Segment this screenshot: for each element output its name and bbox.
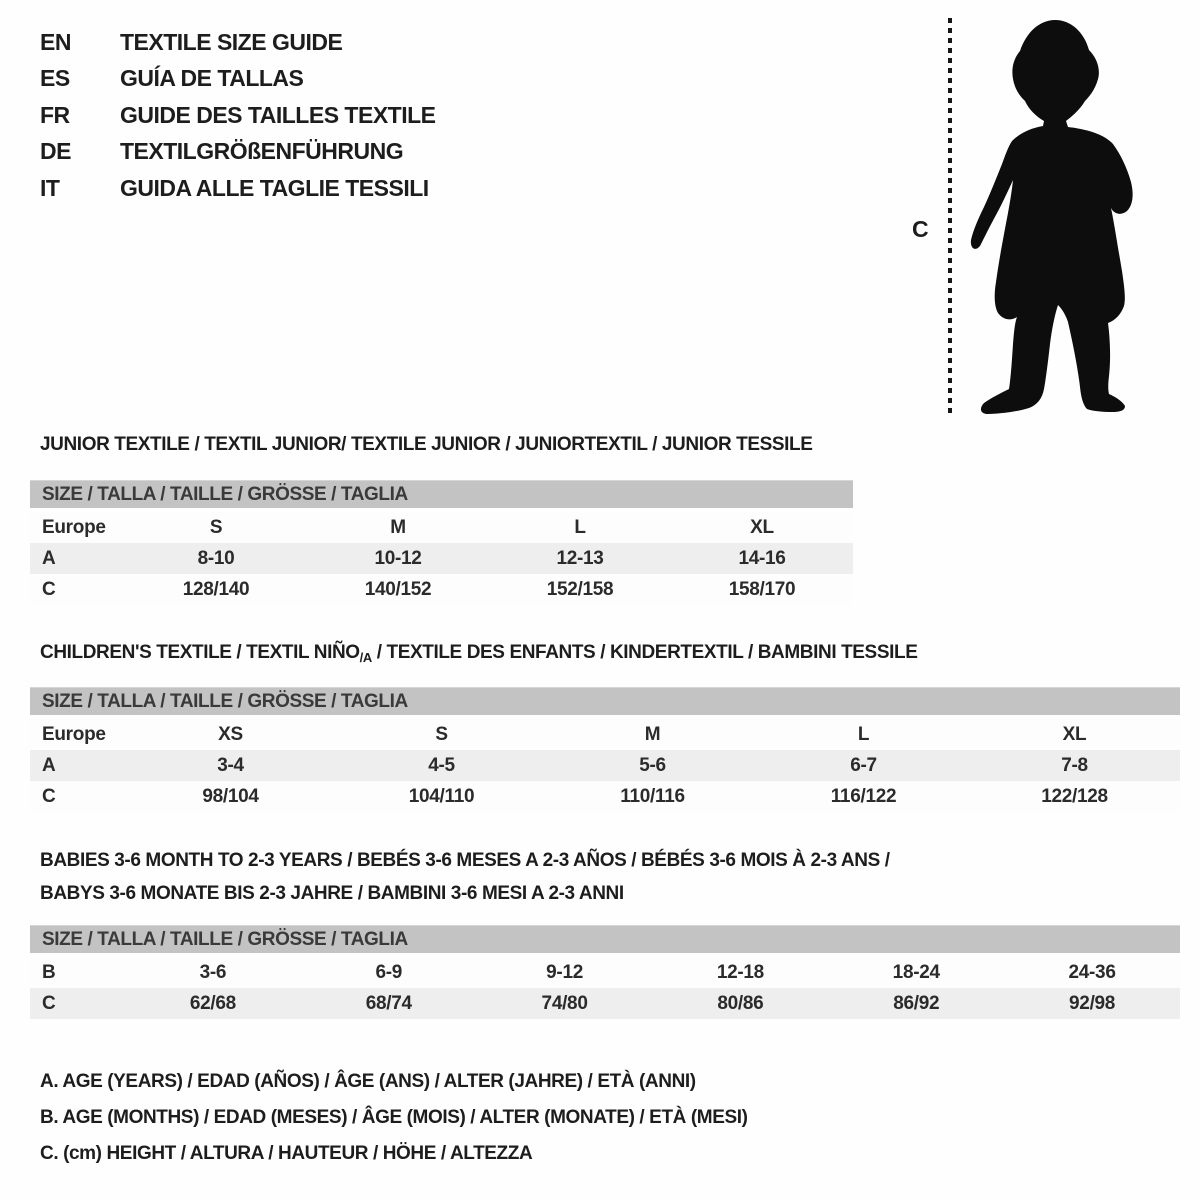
language-title: GUIDA ALLE TAGLIE TESSILI <box>120 174 429 201</box>
height-value: 128/140 <box>182 578 250 600</box>
language-code: FR <box>40 101 70 128</box>
height-value: 104/110 <box>408 785 475 807</box>
language-code: EN <box>40 28 71 55</box>
height-value: 140/152 <box>364 578 432 600</box>
children-heading-text: / TEXTILE DES ENFANTS / KINDERTEXTIL / B… <box>371 642 918 663</box>
size-column-header: XS <box>218 723 243 745</box>
babies-size-table: SIZE / TALLA / TAILLE / GRÖSSE / TAGLIA … <box>30 925 1180 1019</box>
height-value: 158/170 <box>728 578 796 600</box>
months-value: 6-9 <box>375 961 403 983</box>
language-row-es: ES GUÍA DE TALLAS <box>40 61 436 98</box>
language-code: DE <box>40 138 71 165</box>
height-value: 152/158 <box>546 578 614 600</box>
children-section-heading: CHILDREN'S TEXTILE / TEXTIL NIÑO/A / TEX… <box>40 642 918 665</box>
language-row-de: DE TEXTILGRÖßENFÜHRUNG <box>40 134 436 171</box>
language-row-fr: FR GUIDE DES TAILLES TEXTILE <box>40 97 436 134</box>
children-heading-subscript: /A <box>359 650 373 665</box>
children-header-row: Europe XS S M L XL <box>30 719 1180 750</box>
language-code: ES <box>40 65 70 92</box>
legend-line-b: B. AGE (MONTHS) / EDAD (MESES) / ÂGE (MO… <box>40 1107 748 1128</box>
junior-section-heading: JUNIOR TEXTILE / TEXTIL JUNIOR/ TEXTILE … <box>40 434 813 455</box>
babies-size-bar: SIZE / TALLA / TAILLE / GRÖSSE / TAGLIA <box>30 925 1180 953</box>
legend: A. AGE (YEARS) / EDAD (AÑOS) / ÂGE (ANS)… <box>40 1064 748 1172</box>
height-value: 62/68 <box>189 992 236 1014</box>
age-value: 6-7 <box>850 754 877 776</box>
size-column-header: L <box>574 516 586 538</box>
age-value: 3-4 <box>217 754 244 776</box>
babies-months-row: B 3-6 6-9 9-12 12-18 18-24 24-36 <box>30 957 1180 988</box>
months-value: 3-6 <box>199 961 227 983</box>
months-value: 24-36 <box>1068 961 1116 983</box>
row-label: B <box>42 961 56 983</box>
legend-line-a: A. AGE (YEARS) / EDAD (AÑOS) / ÂGE (ANS)… <box>40 1071 696 1092</box>
height-measure-label: C <box>912 216 929 242</box>
legend-line-c: C. (cm) HEIGHT / ALTURA / HAUTEUR / HÖHE… <box>40 1143 533 1164</box>
height-value: 98/104 <box>202 785 259 807</box>
months-value: 18-24 <box>892 961 940 983</box>
age-value: 5-6 <box>639 754 666 776</box>
size-column-header: XL <box>1062 723 1087 745</box>
size-column-header: M <box>390 516 406 538</box>
row-label: C <box>42 785 56 807</box>
row-label: A <box>42 547 56 569</box>
height-value: 68/74 <box>365 992 412 1014</box>
children-age-row: A 3-4 4-5 5-6 6-7 7-8 <box>30 750 1180 781</box>
row-label: Europe <box>42 516 106 538</box>
size-column-header: M <box>644 723 661 745</box>
size-column-header: L <box>857 723 870 745</box>
months-value: 12-18 <box>716 961 764 983</box>
language-title: TEXTILGRÖßENFÜHRUNG <box>120 138 404 165</box>
height-value: 74/80 <box>541 992 588 1014</box>
language-code: IT <box>40 174 60 201</box>
junior-size-bar: SIZE / TALLA / TAILLE / GRÖSSE / TAGLIA <box>30 480 853 508</box>
row-label: C <box>42 578 56 600</box>
height-value: 116/122 <box>830 785 897 807</box>
age-value: 12-13 <box>556 547 604 569</box>
height-value: 92/98 <box>1069 992 1116 1014</box>
children-height-row: C 98/104 104/110 110/116 116/122 122/128 <box>30 781 1180 812</box>
row-label: C <box>42 992 56 1014</box>
language-row-en: EN TEXTILE SIZE GUIDE <box>40 24 436 61</box>
language-title: TEXTILE SIZE GUIDE <box>120 28 343 55</box>
row-label: Europe <box>42 723 106 745</box>
junior-age-row: A 8-10 10-12 12-13 14-16 <box>30 543 853 574</box>
language-row-it: IT GUIDA ALLE TAGLIE TESSILI <box>40 170 436 207</box>
height-value: 110/116 <box>620 785 685 807</box>
height-measure-dashed-line <box>948 18 952 418</box>
children-size-bar: SIZE / TALLA / TAILLE / GRÖSSE / TAGLIA <box>30 687 1180 715</box>
language-title: GUIDE DES TAILLES TEXTILE <box>120 101 436 128</box>
height-value: 86/92 <box>893 992 940 1014</box>
age-value: 8-10 <box>197 547 235 569</box>
toddler-silhouette-image <box>970 20 1133 414</box>
babies-height-row: C 62/68 68/74 74/80 80/86 86/92 92/98 <box>30 988 1180 1019</box>
language-title: GUÍA DE TALLAS <box>120 65 304 92</box>
age-value: 10-12 <box>374 547 422 569</box>
children-size-table: SIZE / TALLA / TAILLE / GRÖSSE / TAGLIA … <box>30 687 1180 812</box>
height-value: 122/128 <box>1041 785 1108 807</box>
size-column-header: XL <box>750 516 774 538</box>
height-value: 80/86 <box>717 992 764 1014</box>
language-list: EN TEXTILE SIZE GUIDE ES GUÍA DE TALLAS … <box>40 24 436 207</box>
months-value: 9-12 <box>546 961 583 983</box>
age-value: 4-5 <box>428 754 455 776</box>
size-column-header: S <box>435 723 448 745</box>
junior-header-row: Europe S M L XL <box>30 512 853 543</box>
age-value: 7-8 <box>1061 754 1088 776</box>
babies-section-heading-line1: BABIES 3-6 MONTH TO 2-3 YEARS / BEBÉS 3-… <box>40 850 890 871</box>
row-label: A <box>42 754 56 776</box>
size-column-header: S <box>209 516 223 538</box>
children-heading-text: CHILDREN'S TEXTILE / TEXTIL NIÑO <box>40 642 360 663</box>
junior-size-table: SIZE / TALLA / TAILLE / GRÖSSE / TAGLIA … <box>30 480 853 605</box>
age-value: 14-16 <box>738 547 786 569</box>
babies-section-heading-line2: BABYS 3-6 MONATE BIS 2-3 JAHRE / BAMBINI… <box>40 883 624 904</box>
junior-height-row: C 128/140 140/152 152/158 158/170 <box>30 574 853 605</box>
